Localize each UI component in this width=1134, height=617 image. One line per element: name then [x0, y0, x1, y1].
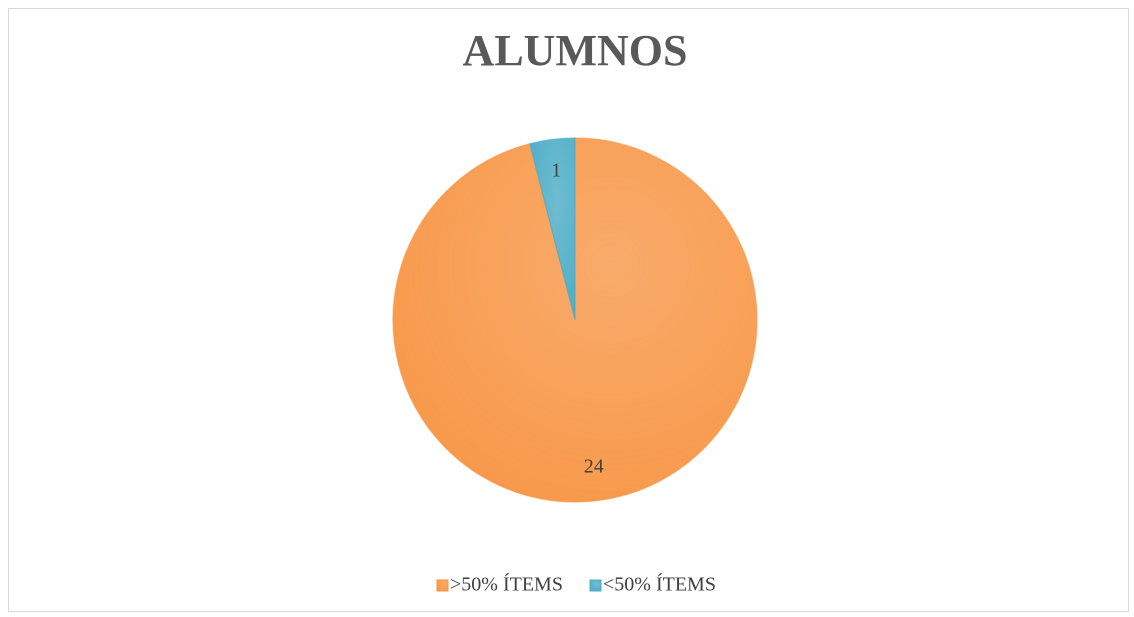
legend-label: >50% ÍTEMS: [450, 573, 563, 596]
data-label: 24: [584, 456, 604, 478]
pie-slice: [529, 137, 576, 321]
chart-title: ALUMNOS: [463, 26, 688, 75]
legend-swatch: [589, 579, 602, 592]
data-label: 1: [551, 160, 561, 182]
legend-swatch: [436, 579, 449, 592]
legend-label: <50% ÍTEMS: [603, 573, 716, 596]
